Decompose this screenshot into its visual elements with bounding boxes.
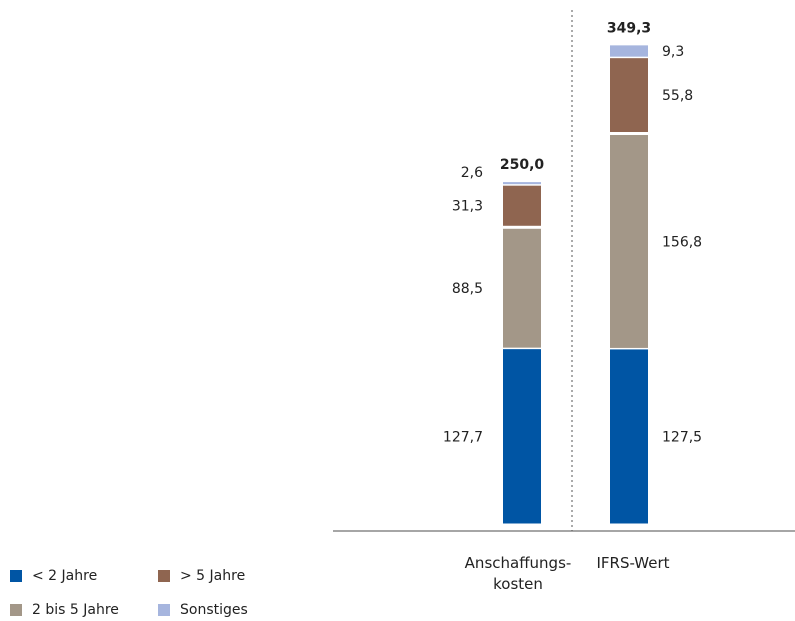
bar-segment-1-2 <box>610 58 648 133</box>
category-label-1-0: IFRS-Wert <box>596 554 669 572</box>
value-label-0-2: 31,3 <box>452 199 483 215</box>
category-label-0-1: kosten <box>493 575 543 593</box>
legend-label-gt5: > 5 Jahre <box>180 568 246 584</box>
legend-label-lt2: < 2 Jahre <box>32 568 98 584</box>
bar-segment-0-0 <box>503 349 541 524</box>
legend-swatch-gt5 <box>158 570 170 582</box>
value-label-0-0: 127,7 <box>443 429 483 445</box>
legend-swatch-lt2 <box>10 570 22 582</box>
value-label-0-3: 2,6 <box>461 165 483 181</box>
legend-item-2to5: 2 bis 5 Jahre <box>10 602 119 618</box>
bar-segment-0-2 <box>503 185 541 226</box>
bar-segment-1-1 <box>610 135 648 348</box>
legend-swatch-2to5 <box>10 604 22 616</box>
legend-item-sonstiges: Sonstiges <box>158 602 248 618</box>
legend-item-lt2: < 2 Jahre <box>10 568 97 584</box>
legend-item-gt5: > 5 Jahre <box>158 568 245 584</box>
bar-segment-0-1 <box>503 228 541 348</box>
legend-label-2to5: 2 bis 5 Jahre <box>32 602 119 618</box>
category-label-0-0: Anschaffungs- <box>465 554 572 572</box>
value-label-1-0: 127,5 <box>662 429 702 445</box>
value-label-1-2: 55,8 <box>662 88 693 104</box>
bar-segment-0-3 <box>503 182 541 185</box>
legend-label-sonstiges: Sonstiges <box>180 602 248 618</box>
value-label-1-3: 9,3 <box>662 44 684 60</box>
total-label-0: 250,0 <box>500 157 545 173</box>
value-label-1-1: 156,8 <box>662 234 702 250</box>
legend-swatch-sonstiges <box>158 604 170 616</box>
total-label-1: 349,3 <box>607 20 651 36</box>
value-label-0-1: 88,5 <box>452 281 483 297</box>
bar-segment-1-3 <box>610 45 648 57</box>
bar-segment-1-0 <box>610 349 648 524</box>
